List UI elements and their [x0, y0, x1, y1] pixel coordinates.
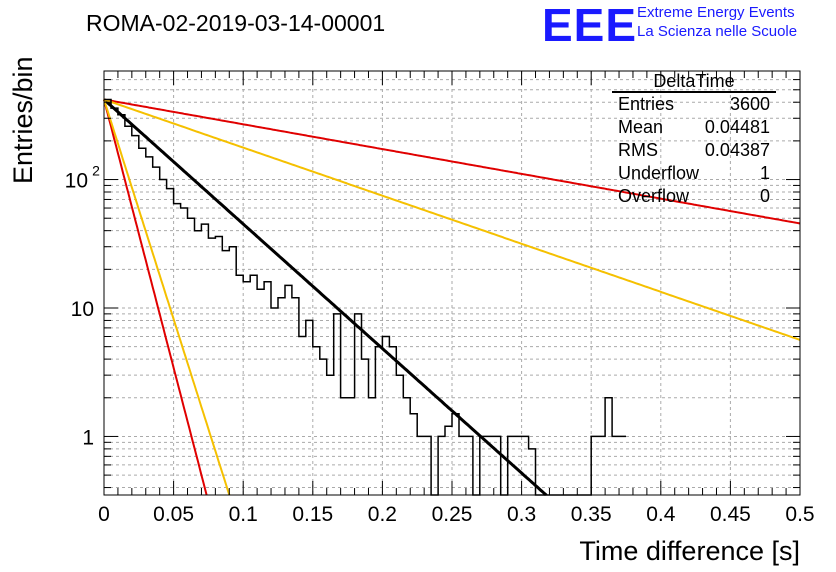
stats-rows: Entries 3600 Mean 0.04481 RMS 0.04387Underflo… — [618, 94, 770, 206]
fit-curves — [102, 98, 801, 496]
stats-value: 0 — [760, 186, 770, 206]
x-tick-label: 0.2 — [368, 503, 397, 526]
fit-curve-0 — [102, 98, 548, 496]
x-tick-label: 0.15 — [292, 503, 333, 526]
x-tick-label: 0.5 — [785, 503, 814, 526]
stats-value: 0.04387 — [705, 140, 770, 160]
histogram — [104, 98, 626, 496]
y-tick-label: 10 — [65, 170, 88, 193]
x-tick-label: 0.45 — [710, 503, 751, 526]
eee-logo: EEE — [542, 0, 638, 51]
x-tick-label: 0.4 — [646, 503, 676, 526]
y-tick-label-exponent: 2 — [92, 163, 100, 179]
stats-label: Underflow — [618, 163, 700, 183]
tick-labels: 0 0.05 0.1 0.15 0.2 0.25 0.3 0.35 0.4 0.45 0.51101… — [65, 163, 815, 526]
stats-value: 3600 — [730, 94, 770, 114]
x-tick-label: 0 — [98, 503, 110, 526]
stats-label: RMS — [618, 140, 658, 160]
stats-title: DeltaTime — [653, 71, 734, 91]
x-tick-label: 0.35 — [571, 503, 612, 526]
fit-curve-2 — [103, 98, 801, 341]
x-tick-label: 0.05 — [153, 503, 194, 526]
run-title: ROMA-02-2019-03-14-00001 — [86, 10, 386, 36]
logo-line-2: La Scienza nelle Scuole — [637, 23, 798, 40]
stats-value: 0.04481 — [705, 117, 770, 137]
fit-curve-4 — [103, 99, 231, 496]
logo-subtitle: Extreme Energy Events La Scienza nelle S… — [637, 3, 797, 41]
y-axis-label: Entries/bin — [8, 56, 38, 184]
axis-ticks — [103, 70, 801, 495]
y-tick-label: 1 — [82, 426, 94, 449]
logo-line-1: Extreme Energy Events — [637, 4, 795, 21]
stats-label: Entries — [618, 94, 674, 114]
x-tick-label: 0.25 — [432, 503, 473, 526]
x-tick-label: 0.1 — [229, 503, 258, 526]
stats-label: Overflow — [618, 186, 690, 206]
stats-value: 1 — [760, 163, 770, 183]
histogram-outline — [104, 98, 626, 496]
y-tick-label: 10 — [71, 298, 94, 321]
fit-curve-1 — [103, 98, 801, 225]
x-tick-label: 0.3 — [507, 503, 536, 526]
x-axis-label: Time difference [s] — [579, 536, 800, 566]
fit-curve-3 — [103, 99, 208, 496]
stats-label: Mean — [618, 117, 663, 137]
stats-box: DeltaTime Entries 3600 Mean 0.04481 RMS 0.043… — [612, 71, 776, 206]
